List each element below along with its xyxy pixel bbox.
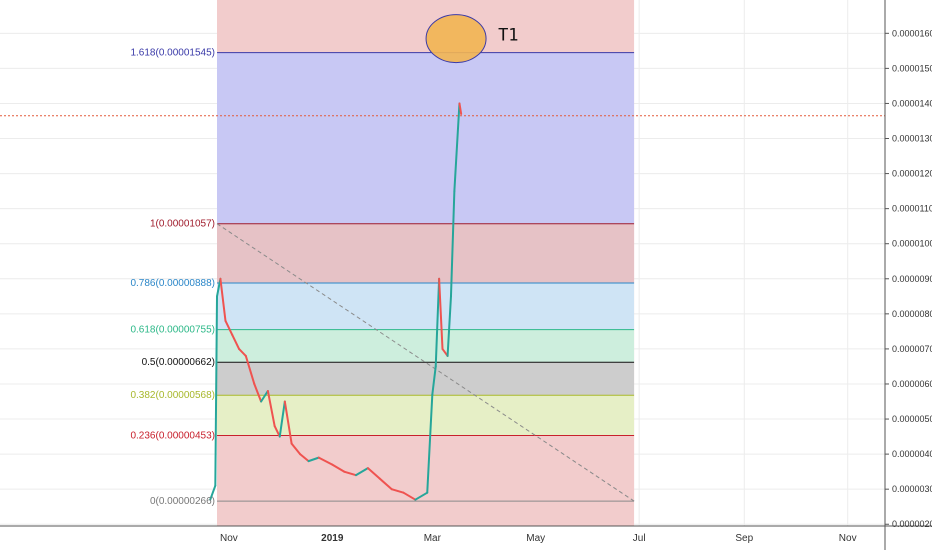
price-candle xyxy=(343,470,358,477)
price-candle xyxy=(426,393,434,494)
price-candle xyxy=(458,102,463,115)
price-candle xyxy=(438,277,444,350)
price-candle xyxy=(244,354,256,385)
fib-band xyxy=(217,329,635,363)
price-candle xyxy=(307,456,320,463)
price-tick-label: 0.00001500 xyxy=(892,63,932,73)
price-candle xyxy=(278,400,286,438)
fib-level-label: 0(0.00000266) xyxy=(150,496,215,507)
fib-level-label: 0.236(0.00000453) xyxy=(130,431,215,442)
price-tick-label: 0.00000800 xyxy=(892,309,932,319)
price-candle xyxy=(378,477,393,491)
price-candle xyxy=(219,277,227,322)
fib-band xyxy=(217,395,635,436)
time-tick-label: Nov xyxy=(220,533,238,544)
fib-level-label: 1(0.00001057) xyxy=(150,219,215,230)
price-candle xyxy=(238,347,247,357)
fib-band xyxy=(217,282,635,330)
price-tick-label: 0.00000900 xyxy=(892,274,932,284)
price-candle xyxy=(214,295,219,487)
price-tick-label: 0.00001400 xyxy=(892,98,932,108)
time-tick-label: Jul xyxy=(633,533,646,544)
price-candle xyxy=(431,365,437,396)
price-candle xyxy=(355,467,369,477)
fib-level-label: 0.786(0.00000888) xyxy=(130,278,215,289)
price-candle xyxy=(453,102,461,193)
time-tick-label: 2019 xyxy=(321,533,344,544)
fib-band xyxy=(217,223,635,283)
price-tick-label: 0.00000300 xyxy=(892,484,932,494)
price-candle xyxy=(273,425,281,438)
price-candle xyxy=(414,491,429,501)
t1-label: T1 xyxy=(498,26,518,46)
price-candle xyxy=(331,463,346,473)
price-candle xyxy=(290,442,302,456)
price-candle xyxy=(224,319,234,336)
price-tick-label: 0.00001000 xyxy=(892,239,932,249)
fib-band xyxy=(217,435,635,502)
fib-level-label: 1.618(0.00001545) xyxy=(130,48,215,59)
time-tick-label: May xyxy=(526,533,545,544)
price-tick-label: 0.00000500 xyxy=(892,414,932,424)
price-candle xyxy=(366,467,381,480)
fib-level-label: 0.5(0.00000662) xyxy=(142,357,215,368)
price-tick-label: 0.00001200 xyxy=(892,169,932,179)
fib-level-label: 0.382(0.00000568) xyxy=(130,390,215,401)
price-tick-label: 0.00000200 xyxy=(892,519,932,529)
price-candle xyxy=(317,456,334,466)
price-tick-label: 0.00001600 xyxy=(892,28,932,38)
price-tick-label: 0.00001300 xyxy=(892,134,932,144)
price-candle xyxy=(390,488,405,494)
price-candle xyxy=(402,491,417,501)
price-tick-label: 0.00000400 xyxy=(892,449,932,459)
price-tick-label: 0.00000600 xyxy=(892,379,932,389)
price-candle xyxy=(253,382,263,403)
price-candle xyxy=(260,389,269,403)
fib-band xyxy=(217,362,635,396)
fib-level-label: 0.618(0.00000755) xyxy=(130,325,215,336)
price-candle xyxy=(434,277,441,368)
price-candle xyxy=(446,295,452,357)
time-tick-label: Mar xyxy=(424,533,442,544)
price-candle xyxy=(299,453,310,463)
time-tick-label: Nov xyxy=(839,533,857,544)
time-tick-label: Sep xyxy=(735,533,753,544)
price-candle xyxy=(283,400,293,445)
price-candle xyxy=(449,190,456,298)
t1-target-ellipse xyxy=(425,14,487,64)
price-candle xyxy=(266,389,276,428)
price-tick-label: 0.00000700 xyxy=(892,344,932,354)
price-candle xyxy=(209,484,217,501)
fib-band xyxy=(217,52,635,224)
price-candle xyxy=(231,333,241,350)
